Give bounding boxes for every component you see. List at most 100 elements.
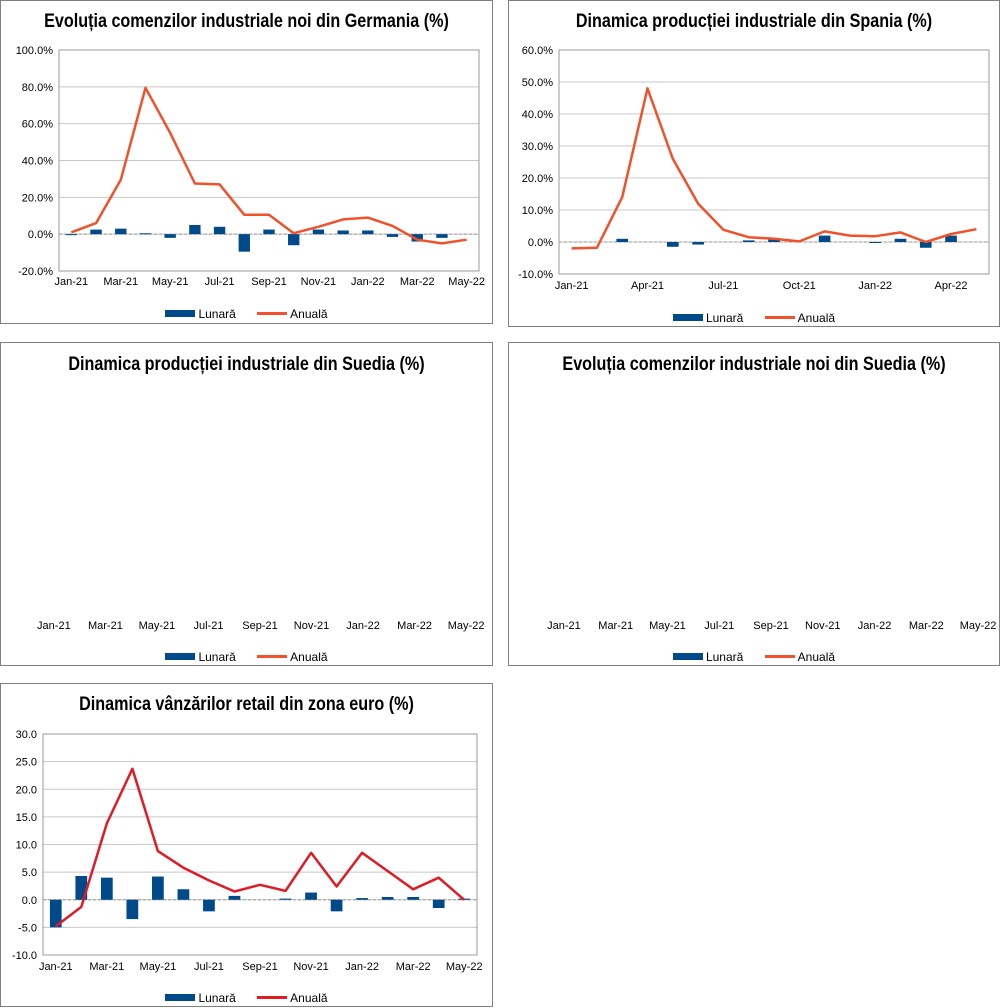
legend-annual-label: Anuală (290, 650, 327, 664)
legend-monthly-label: Lunară (198, 991, 235, 1005)
y-tick-label: 30.0 (16, 729, 37, 741)
bar-monthly (203, 900, 215, 912)
legend-line-swatch (257, 996, 287, 999)
legend-annual-label: Anuală (798, 311, 835, 325)
x-tick-label: Jan-22 (858, 280, 892, 292)
bar-monthly (356, 898, 368, 900)
x-tick-label: Nov-21 (301, 276, 336, 288)
y-tick-label: 30.0% (522, 141, 553, 153)
legend-annual-label: Anuală (290, 991, 327, 1005)
bar-monthly (869, 242, 881, 243)
y-tick-label: -20.0% (18, 266, 53, 278)
chart-legend: Lunară Anuală (1, 306, 492, 321)
chart-panel-se-orders: Evoluția comenzilor industriale noi din … (508, 342, 1000, 666)
chart-svg: 60.0%50.0%40.0%30.0%20.0%10.0%0.0%-10.0%… (509, 1, 1000, 328)
line-annual (56, 769, 464, 927)
bar-monthly (895, 239, 907, 242)
x-tick-label: Mar-22 (909, 620, 944, 632)
y-tick-label: 20.0% (522, 173, 553, 185)
bar-monthly (140, 233, 151, 234)
bar-monthly (115, 229, 126, 235)
x-tick-label: Jan-22 (345, 961, 379, 973)
x-tick-label: Jul-21 (194, 961, 224, 973)
x-tick-label: Jul-21 (205, 276, 235, 288)
x-tick-label: Apr-21 (631, 280, 664, 292)
bar-monthly (616, 239, 628, 242)
bar-monthly (178, 889, 190, 899)
chart-legend: Lunară Anuală (1, 649, 492, 664)
y-tick-label: 40.0% (522, 109, 553, 121)
y-tick-label: 80.0% (22, 82, 53, 94)
line-annual (71, 88, 466, 244)
x-tick-label: Nov-21 (293, 961, 328, 973)
x-tick-label: May-22 (448, 276, 485, 288)
x-tick-label: May-21 (140, 961, 177, 973)
bar-monthly (189, 225, 200, 234)
legend-line-swatch (257, 312, 287, 315)
x-tick-label: Mar-22 (397, 620, 432, 632)
x-tick-label: Jul-21 (193, 620, 223, 632)
legend-annual-label: Anuală (798, 650, 835, 664)
bar-monthly (239, 234, 250, 251)
chart-svg: 30.025.020.015.010.05.00.0-5.0-10.0Jan-2… (1, 684, 494, 1008)
x-tick-label: Mar-22 (400, 276, 435, 288)
legend-bar-swatch (673, 653, 703, 660)
x-tick-label: Mar-21 (89, 961, 124, 973)
bar-monthly (436, 234, 447, 238)
chart-legend: Lunară Anuală (1, 990, 492, 1005)
y-tick-label: 0.0% (528, 237, 553, 249)
chart-panel-es-production: Dinamica producției industriale din Span… (508, 0, 1000, 327)
x-tick-label: Jan-22 (351, 276, 385, 288)
y-tick-label: 20.0% (22, 192, 53, 204)
x-tick-label: May-22 (446, 961, 483, 973)
x-tick-label: Mar-21 (103, 276, 138, 288)
y-tick-label: 40.0% (22, 156, 53, 168)
x-tick-label: Jan-21 (55, 276, 89, 288)
bar-monthly (313, 230, 324, 235)
bar-monthly (214, 227, 225, 234)
x-tick-label: Jul-21 (704, 620, 734, 632)
chart-panel-ez-retail: Dinamica vânzărilor retail din zona euro… (0, 683, 493, 1007)
line-annual (572, 88, 977, 248)
legend-monthly-label: Lunară (706, 311, 743, 325)
x-tick-label: Sep-21 (242, 961, 277, 973)
chart-panel-se-production: Dinamica producției industriale din Sued… (0, 342, 493, 666)
x-tick-label: May-21 (139, 620, 176, 632)
bar-monthly (90, 230, 101, 235)
legend-annual-label: Anuală (290, 307, 327, 321)
bar-monthly (288, 234, 299, 245)
bar-monthly (362, 230, 373, 234)
legend-monthly-label: Lunară (706, 650, 743, 664)
bar-monthly (101, 878, 113, 900)
bar-monthly (66, 234, 77, 235)
x-tick-label: Sep-21 (251, 276, 286, 288)
bar-monthly (337, 230, 348, 234)
y-tick-label: 5.0 (22, 867, 37, 879)
y-tick-label: 15.0 (16, 812, 37, 824)
chart-svg: 100.0%80.0%60.0%40.0%20.0%0.0%-20.0%Jan-… (1, 1, 494, 325)
y-tick-label: -5.0 (18, 922, 37, 934)
y-tick-label: 20.0 (16, 784, 37, 796)
legend-line-swatch (765, 316, 795, 319)
x-tick-label: Jan-21 (39, 961, 73, 973)
bar-monthly (126, 900, 138, 919)
x-tick-label: Jan-21 (547, 620, 581, 632)
y-tick-label: 60.0% (522, 45, 553, 57)
legend-bar-swatch (165, 653, 195, 660)
bar-monthly (819, 236, 831, 242)
y-tick-label: 10.0% (522, 205, 553, 217)
bar-monthly (280, 899, 292, 900)
y-tick-label: 0.0% (28, 229, 53, 241)
y-tick-label: 60.0% (22, 119, 53, 131)
x-tick-label: Mar-21 (598, 620, 633, 632)
x-tick-label: Jan-21 (37, 620, 71, 632)
chart-svg: 40.035.030.025.020.015.010.05.00.0-5.0-1… (509, 343, 1000, 667)
y-tick-label: 10.0 (16, 840, 37, 852)
bar-monthly (382, 897, 394, 900)
bar-monthly (692, 242, 704, 245)
x-tick-label: May-22 (448, 620, 485, 632)
bar-monthly (229, 896, 241, 900)
y-tick-label: 25.0 (16, 757, 37, 769)
bar-monthly (331, 900, 343, 912)
x-tick-label: May-21 (649, 620, 686, 632)
